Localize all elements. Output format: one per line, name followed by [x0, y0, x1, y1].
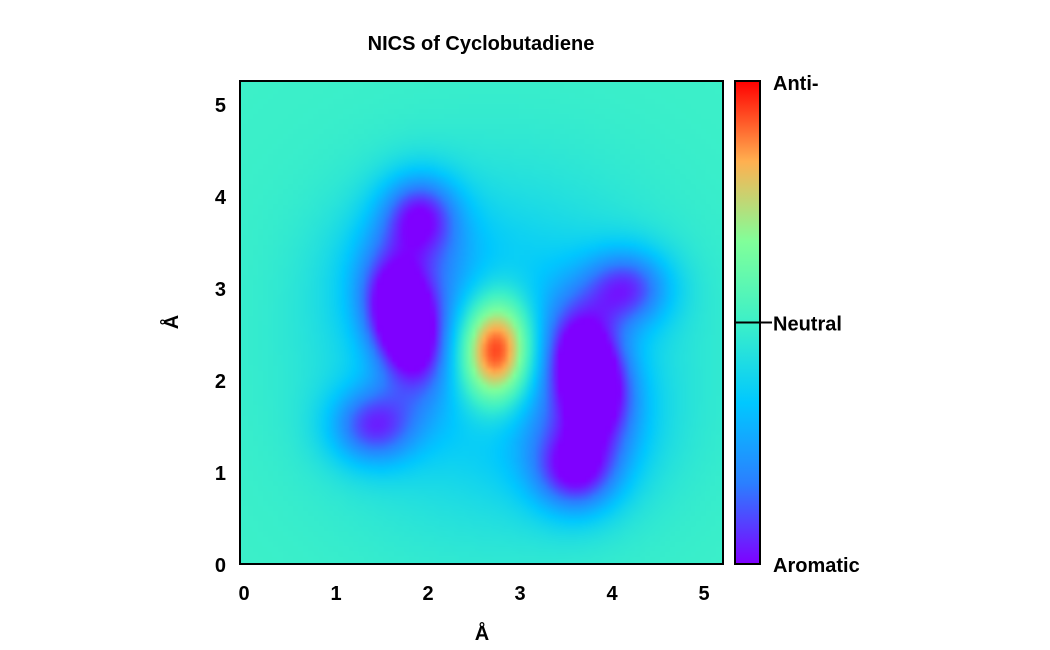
colorbar: Anti- Neutral Aromatic: [734, 73, 860, 577]
x-axis-ticks: 0 1 2 3 4 5: [238, 583, 709, 605]
x-tick-label: 0: [238, 583, 249, 605]
x-tick-label: 1: [330, 583, 341, 605]
plot-area: [239, 80, 724, 565]
x-tick-label: 3: [514, 583, 525, 605]
y-tick-label: 5: [215, 95, 226, 117]
colorbar-label-middle: Neutral: [773, 314, 842, 336]
x-axis-label: Å: [475, 621, 489, 645]
y-tick-label: 3: [215, 279, 226, 301]
heatmap-image: [240, 81, 723, 564]
y-tick-label: 0: [215, 555, 226, 577]
colorbar-label-top: Anti-: [773, 73, 819, 95]
colorbar-label-bottom: Aromatic: [773, 555, 860, 577]
x-tick-label: 4: [606, 583, 618, 605]
chart-title: NICS of Cyclobutadiene: [368, 33, 595, 55]
plot-frame: [239, 80, 724, 565]
y-tick-label: 2: [215, 371, 226, 393]
y-tick-label: 1: [215, 463, 226, 485]
y-axis-ticks: 0 1 2 3 4 5: [215, 95, 227, 577]
y-tick-label: 4: [215, 187, 227, 209]
x-tick-label: 5: [698, 583, 709, 605]
y-axis-label: Å: [159, 315, 183, 329]
x-tick-label: 2: [422, 583, 433, 605]
